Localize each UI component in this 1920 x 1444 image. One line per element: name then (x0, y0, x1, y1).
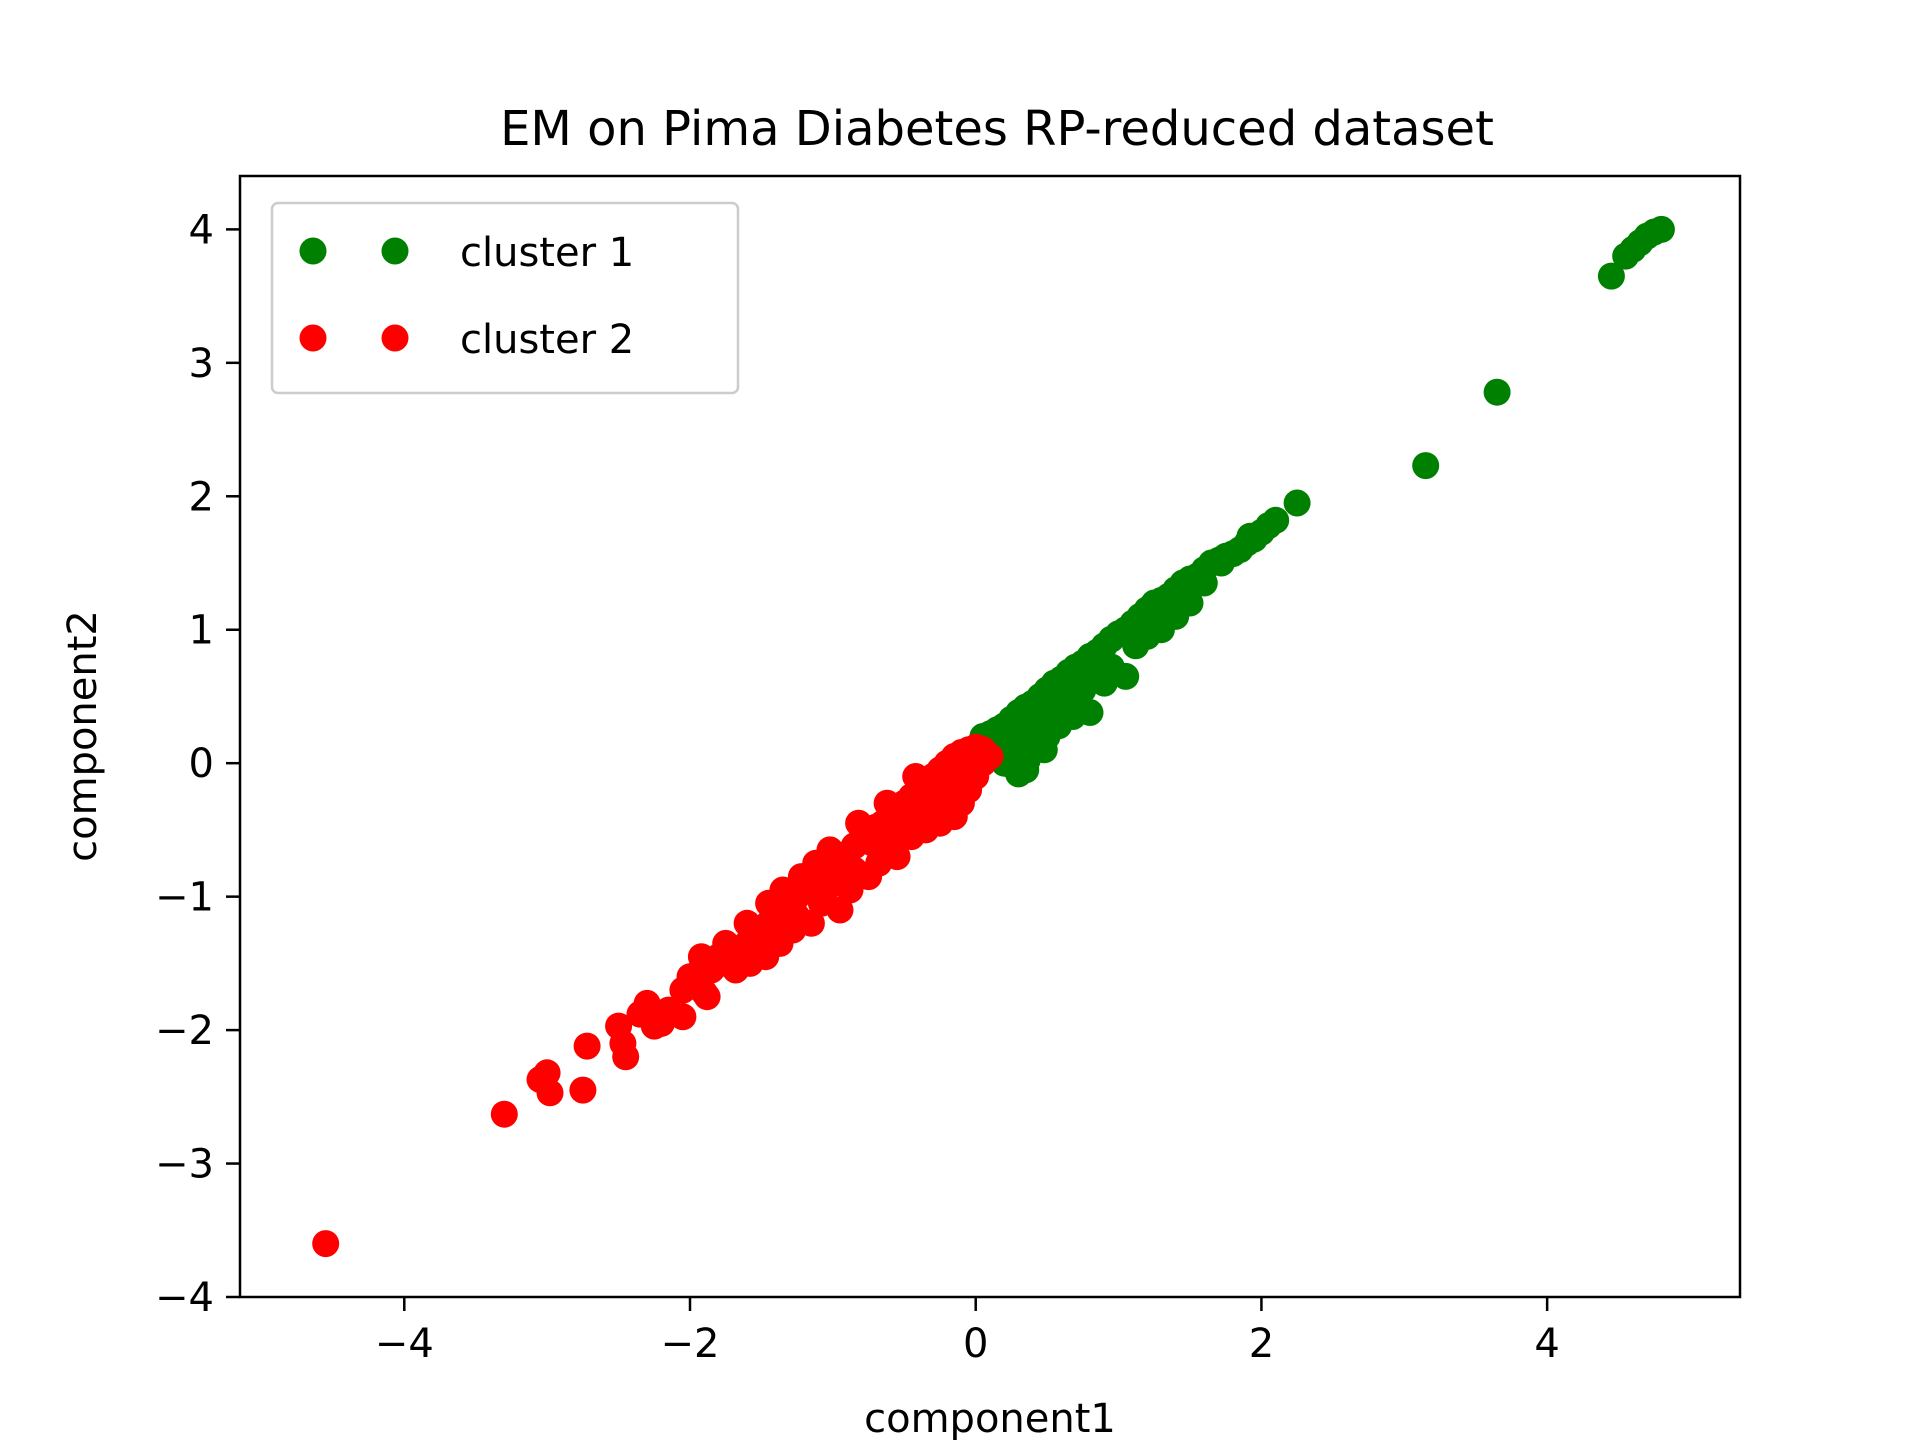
data-point-cluster-2 (569, 1076, 597, 1104)
data-point-cluster-2 (769, 876, 797, 904)
y-axis-label: component2 (60, 610, 106, 862)
data-point-cluster-1 (1013, 747, 1041, 774)
data-point-cluster-2 (490, 1100, 518, 1128)
data-point-cluster-2 (826, 863, 854, 891)
data-point-cluster-2 (807, 889, 835, 917)
x-axis-label: component1 (864, 1396, 1116, 1440)
y-tick-label: 2 (189, 474, 214, 520)
data-point-cluster-2 (893, 805, 921, 833)
data-point-cluster-2 (573, 1032, 601, 1060)
data-point-cluster-2 (740, 936, 768, 964)
data-point-cluster-1 (1207, 549, 1235, 577)
data-point-cluster-2 (733, 909, 761, 937)
data-point-cluster-1 (1073, 662, 1101, 690)
data-point-cluster-2 (722, 956, 750, 984)
data-point-cluster-2 (845, 809, 873, 837)
data-point-cluster-1 (1283, 489, 1311, 517)
data-point-cluster-1 (1597, 262, 1625, 290)
data-point-cluster-1 (1173, 578, 1201, 606)
data-point-cluster-2 (873, 789, 901, 817)
data-point-cluster-1 (1122, 632, 1150, 660)
data-point-cluster-2 (536, 1079, 564, 1107)
data-point-cluster-1 (1412, 452, 1440, 480)
data-point-cluster-2 (859, 829, 887, 857)
data-point-cluster-2 (669, 1003, 697, 1031)
y-axis-ticks: −4 −3 −2 −1 0 1 2 3 4 (155, 207, 240, 1321)
y-tick-label: 0 (189, 741, 214, 787)
data-point-cluster-2 (802, 849, 830, 877)
y-tick-label: −2 (155, 1008, 214, 1054)
y-tick-label: 4 (189, 207, 214, 253)
data-point-cluster-1 (1612, 242, 1640, 270)
legend-marker-cluster-2 (381, 324, 409, 352)
data-point-cluster-1 (1236, 522, 1264, 550)
chart-title: EM on Pima Diabetes RP-reduced dataset (500, 101, 1494, 157)
data-point-cluster-2 (312, 1230, 340, 1258)
x-axis-ticks: −4 −2 0 2 4 (375, 1297, 1560, 1367)
data-point-cluster-2 (693, 983, 721, 1011)
data-point-cluster-1 (1036, 685, 1064, 713)
y-tick-label: −4 (155, 1275, 214, 1321)
data-point-cluster-2 (612, 1043, 640, 1071)
data-point-cluster-2 (712, 929, 740, 957)
data-point-cluster-2 (633, 989, 661, 1017)
legend-label-cluster-2: cluster 2 (460, 317, 634, 363)
y-tick-label: 3 (189, 341, 214, 387)
data-point-cluster-2 (533, 1059, 561, 1087)
x-tick-label: 0 (963, 1321, 988, 1367)
y-tick-label: −3 (155, 1142, 214, 1188)
x-tick-label: 2 (1249, 1321, 1274, 1367)
data-point-cluster-2 (902, 763, 930, 790)
legend-marker-cluster-2 (299, 324, 327, 352)
data-point-cluster-2 (945, 756, 973, 784)
data-point-cluster-2 (687, 943, 715, 971)
data-point-cluster-1 (1483, 378, 1511, 406)
data-point-cluster-1 (1059, 703, 1087, 730)
legend: cluster 1 cluster 2 (270, 201, 740, 395)
y-tick-label: 1 (189, 608, 214, 654)
y-tick-label: −1 (155, 875, 214, 921)
data-point-cluster-2 (922, 783, 950, 811)
data-point-cluster-2 (965, 743, 993, 770)
points-layer (312, 215, 1675, 1258)
legend-label-cluster-1: cluster 1 (460, 230, 634, 276)
x-tick-label: 4 (1534, 1321, 1559, 1367)
x-tick-label: −2 (661, 1321, 720, 1367)
data-point-cluster-2 (769, 916, 797, 944)
data-point-cluster-1 (1145, 605, 1173, 633)
plot-frame (238, 174, 1742, 1299)
legend-marker-cluster-1 (381, 237, 409, 265)
x-tick-label: −4 (375, 1321, 434, 1367)
legend-marker-cluster-1 (299, 237, 327, 265)
